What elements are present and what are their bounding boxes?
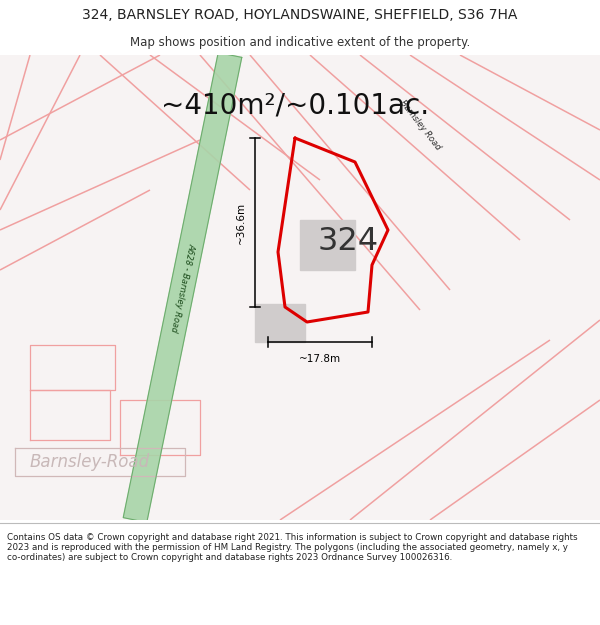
Text: ~36.6m: ~36.6m [236,201,246,244]
Text: Barnsley-Road: Barnsley-Road [30,453,150,471]
Bar [255,304,305,342]
Text: ~17.8m: ~17.8m [299,354,341,364]
Text: Barnsley Road: Barnsley Road [398,98,442,152]
Text: A628 - Barnsley Road: A628 - Barnsley Road [169,242,196,333]
Text: Map shows position and indicative extent of the property.: Map shows position and indicative extent… [130,36,470,49]
Text: ~410m²/~0.101ac.: ~410m²/~0.101ac. [161,91,429,119]
Text: 324: 324 [317,226,379,258]
Polygon shape [123,52,242,522]
Text: Contains OS data © Crown copyright and database right 2021. This information is : Contains OS data © Crown copyright and d… [7,532,578,562]
Bar [300,220,355,270]
Text: 324, BARNSLEY ROAD, HOYLANDSWAINE, SHEFFIELD, S36 7HA: 324, BARNSLEY ROAD, HOYLANDSWAINE, SHEFF… [82,8,518,22]
